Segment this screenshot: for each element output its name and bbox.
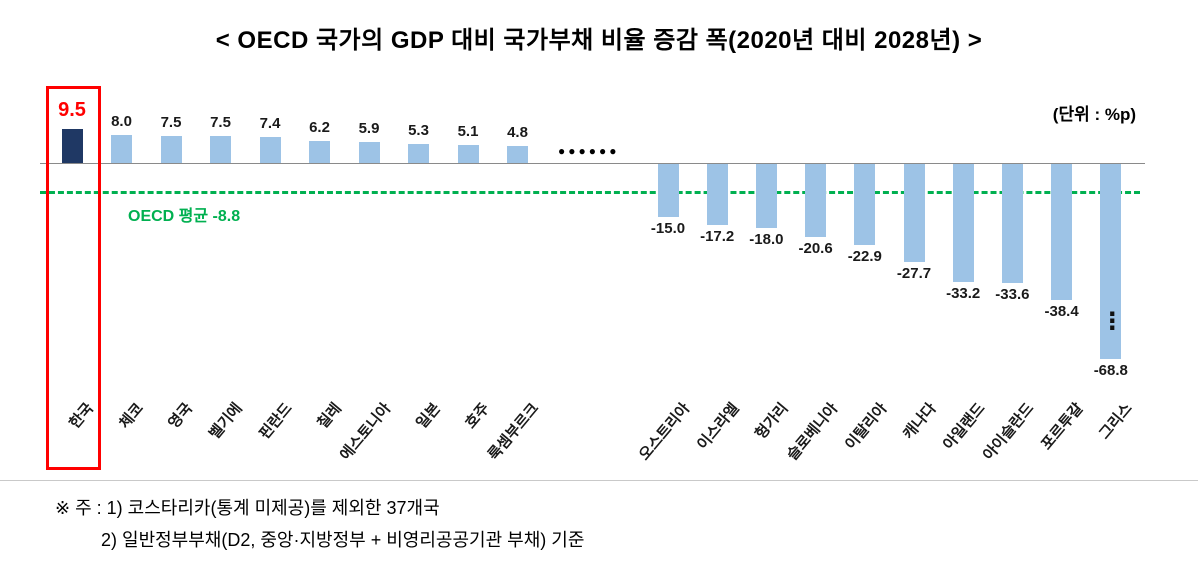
category-label: 영국 [165,399,197,433]
bar-value-label: 9.5 [58,99,86,122]
chart-bar [507,145,528,163]
category-label: 캐나다 [899,399,940,443]
category-label: 체코 [116,399,147,433]
bar-value-label: 5.1 [457,122,479,140]
category-label: 오스트리아 [635,399,694,464]
bar-value-label: -20.6 [798,240,833,258]
category-label: 핀란드 [255,399,296,443]
bar-value-label: -17.2 [700,228,735,246]
category-label: 그리스 [1096,399,1137,443]
chart-bar [706,164,728,226]
unit-label: (단위 : %p) [1052,105,1136,124]
chart-bar [457,144,479,163]
category-label: 칠레 [314,399,345,433]
bar-value-label: -38.4 [1044,303,1079,321]
bar-value-label: 8.0 [111,112,132,130]
korea-highlight-box [46,86,101,470]
bar-chart: (단위 : %p) OECD 평균 -8.8 ●●●●●● 9.5 한국 8.0 체코… [40,86,1145,470]
chart-title: < OECD 국가의 GDP 대비 국가부채 비율 증감 폭(2020년 대비 … [215,27,983,54]
bar-value-label: -33.2 [946,284,981,302]
chart-bar [309,140,330,163]
chart-bar [854,164,876,246]
oecd-average-label: OECD 평균 -8.8 [128,208,241,225]
bar-value-label: 5.3 [408,122,429,140]
chart-bar [1100,164,1122,359]
category-label: 벨기에 [206,399,246,443]
chart-bar [160,136,182,163]
chart-bar [903,164,925,263]
chart-bar [755,164,777,228]
chart-footer-divider [0,480,1198,481]
category-label: 에스토니아 [336,399,395,464]
zero-axis-line [40,163,1145,164]
chart-bar [61,129,83,163]
chart-bar [358,142,380,163]
category-label: 이탈리아 [841,399,891,454]
chart-bar [952,164,974,282]
category-label: 슬로베니아 [783,399,841,464]
bar-value-label: -33.6 [995,286,1030,304]
bar-value-label: -68.8 [1093,362,1128,379]
omitted-countries-ellipsis: ●●●●●● [558,144,620,158]
bar-value-label: 5.9 [358,120,380,138]
bar-value-label: 7.5 [160,114,182,132]
oecd-average-dashed-line [40,191,1140,194]
category-label: 룩셈부르크 [485,399,543,464]
chart-bar [259,136,281,163]
bar-value-label: -27.7 [896,265,932,283]
bar-value-label: 4.8 [507,123,528,141]
category-label: 이스라엘 [694,399,743,454]
chart-bar [657,164,679,218]
chart-bar [210,136,231,163]
footnote-line-2: 2) 일반정부부채(D2, 중앙·지방정부 + 비영리공공기관 부채) 기준 [101,530,585,550]
bar-value-label: 7.5 [210,114,231,132]
bar-value-label: 6.2 [309,118,330,136]
category-label: 포르투갈 [1038,399,1087,454]
chart-bar [1001,164,1023,284]
chart-bar [111,134,132,163]
chart-bar [805,164,827,238]
axis-break-dots: ⋮ [1100,308,1125,335]
footnote-line-1: ※ 주 : 1) 코스타리카(통계 미제공)를 제외한 37개국 [55,498,440,518]
bar-value-label: -15.0 [650,220,686,238]
category-label: 아이슬란드 [980,399,1038,464]
bar-value-label: -22.9 [847,248,882,266]
category-label: 헝가리 [752,399,792,443]
chart-bar [408,144,429,163]
category-label: 일본 [413,399,444,433]
bar-value-label: 7.4 [259,114,281,132]
bar-value-label: -18.0 [749,230,784,248]
chart-bar [1051,164,1073,301]
category-label: 호주 [462,399,494,433]
